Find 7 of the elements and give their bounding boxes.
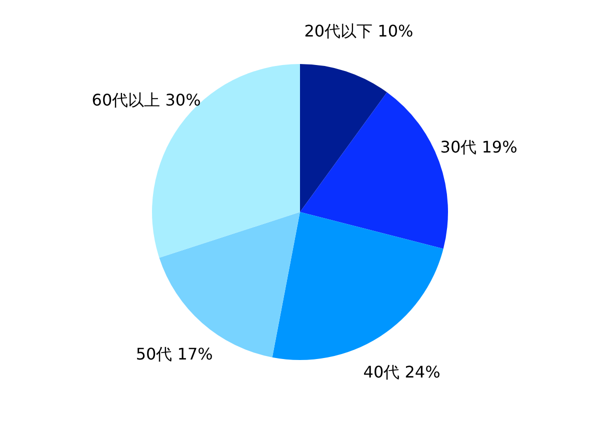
slice-label: 60代以上 30% — [92, 90, 201, 110]
pie-slice — [272, 212, 444, 360]
slice-label: 50代 17% — [136, 344, 213, 364]
pie-slice — [300, 64, 387, 212]
slice-label: 40代 24% — [363, 362, 440, 382]
slice-label: 20代以下 10% — [304, 21, 414, 40]
slice-label: 30代 19% — [440, 138, 518, 157]
